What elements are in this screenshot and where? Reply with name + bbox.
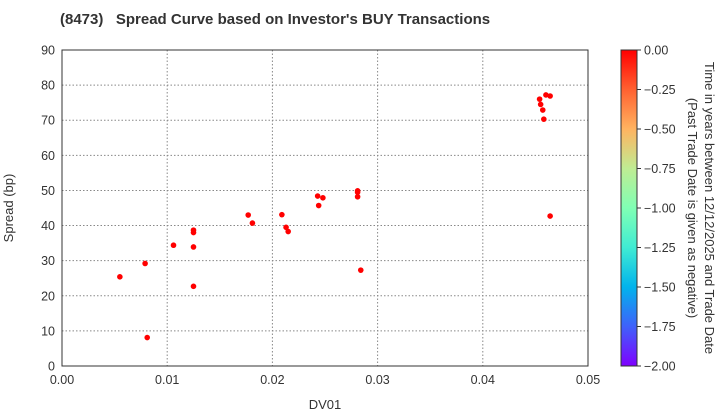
scatter-point [249, 220, 256, 226]
colorbar-tick-label: −1.25 [644, 241, 676, 255]
x-tick-label: 0.01 [155, 373, 179, 387]
colorbar-tick-label: −2.00 [644, 360, 676, 374]
y-tick-label: 10 [41, 324, 55, 338]
scatter-point [190, 229, 197, 236]
data-points [117, 92, 553, 341]
plot-area-frame [61, 49, 589, 367]
y-tick-label: 80 [41, 79, 55, 93]
y-tick-label: 50 [41, 184, 55, 198]
x-axis-label: DV01 [309, 397, 342, 412]
y-tick-label: 90 [41, 44, 55, 58]
x-tick-label: 0.04 [471, 373, 495, 387]
scatter-point [144, 334, 151, 341]
colorbar-tick-label: −1.50 [644, 281, 676, 295]
y-tick-label: 0 [48, 360, 55, 374]
colorbar-tick-labels: 0.00 −0.25 −0.50 −0.75 −1.00 −1.25 −1.50 −1.75 −… [637, 44, 676, 374]
colorbar-label-line2: (Past Trade Date is given as negative) [685, 98, 700, 318]
chart-title: (8473) Spread Curve based on Investor's … [60, 11, 491, 28]
colorbar-tick-label: −0.75 [644, 162, 676, 176]
scatter-point [357, 267, 364, 273]
x-tick-label: 0.03 [365, 373, 389, 387]
colorbar-tick-label: −1.75 [644, 320, 676, 334]
colorbar-gradient [620, 49, 638, 367]
scatter-point [190, 283, 197, 290]
scatter-point [190, 244, 197, 250]
scatter-point [543, 92, 549, 98]
x-tick-label: 0.02 [260, 373, 284, 387]
scatter-point [541, 116, 547, 122]
scatter-point [354, 189, 361, 195]
y-tick-label: 70 [41, 114, 55, 128]
colorbar-tick-label: −0.50 [644, 123, 676, 137]
scatter-point [285, 228, 291, 235]
scatter-point [245, 212, 252, 218]
scatter-point [320, 195, 326, 201]
scatter-point [536, 96, 543, 102]
x-tick-labels: 0.00 0.01 0.02 0.03 0.04 0.05 [50, 373, 600, 387]
x-tick-label: 0.00 [50, 373, 74, 387]
colorbar-tick-label: 0.00 [644, 44, 668, 58]
scatter-point [279, 211, 285, 218]
x-tick-label: 0.05 [576, 373, 600, 387]
scatter-point [117, 274, 123, 280]
colorbar-label-line1: Time in years between 12/12/2025 and Tra… [702, 62, 717, 354]
y-tick-label: 20 [41, 289, 55, 303]
scatter-point [354, 193, 361, 200]
scatter-point [315, 202, 322, 209]
colorbar: 0.00 −0.25 −0.50 −0.75 −1.00 −1.25 −1.50 −1.75 −… [620, 44, 717, 374]
scatter-point [314, 193, 321, 199]
scatter-point [170, 242, 177, 249]
y-tick-label: 60 [41, 149, 55, 163]
scatter-point [142, 260, 148, 267]
scatter-point [547, 93, 553, 99]
grid-lines [62, 50, 588, 366]
y-tick-label: 40 [41, 219, 55, 233]
scatter-point [547, 213, 553, 219]
colorbar-tick-label: −0.25 [644, 83, 676, 97]
y-tick-label: 30 [41, 254, 55, 268]
scatter-point [283, 224, 289, 231]
scatter-point [539, 107, 546, 113]
y-axis-label: Spread (bp) [1, 174, 16, 243]
y-tick-labels: 0 10 20 30 40 50 60 70 80 90 [41, 44, 55, 374]
scatter-point [537, 101, 544, 108]
colorbar-tick-label: −1.00 [644, 202, 676, 216]
